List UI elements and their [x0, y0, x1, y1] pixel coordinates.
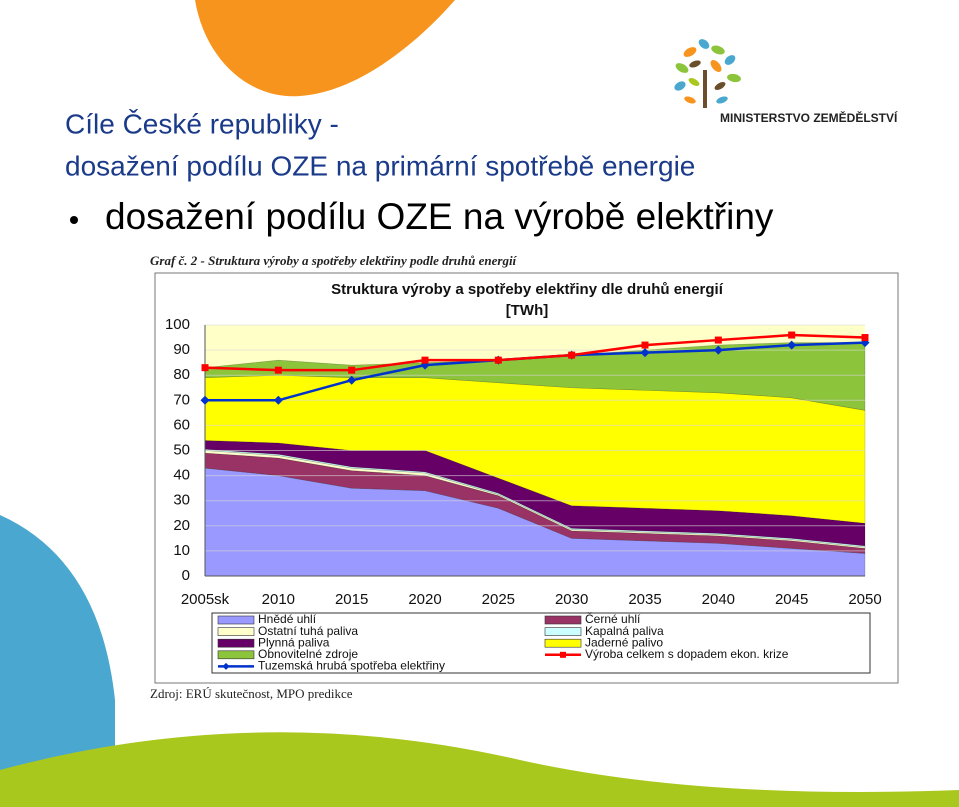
y-tick-label: 40 — [173, 467, 190, 484]
x-tick-label: 2035 — [628, 591, 661, 608]
point — [274, 366, 282, 374]
point — [641, 341, 649, 349]
legend-swatch — [217, 627, 255, 636]
point — [713, 345, 723, 355]
point — [200, 395, 210, 405]
bullet-text: dosažení podílu OZE na výrobě elektřiny — [105, 196, 774, 237]
x-tick-label: 2015 — [335, 591, 368, 608]
legend-label: Tuzemská hrubá spotřeba elektřiny — [258, 659, 445, 673]
x-tick-label: 2010 — [262, 591, 295, 608]
logo-text: MINISTERSTVO ZEMĚDĚLSTVÍ — [720, 110, 898, 125]
legend-marker — [222, 662, 230, 670]
legend-label: Výroba celkem s dopadem ekon. krize — [585, 647, 789, 661]
point — [494, 356, 502, 364]
x-tick-label: 2045 — [775, 591, 808, 608]
bullet-dot — [70, 216, 78, 224]
area — [204, 452, 866, 554]
legend-swatch — [544, 638, 582, 648]
legend-label: Plynná paliva — [258, 635, 330, 649]
chart-caption: Graf č. 2 - Struktura výroby a spotřeby … — [150, 253, 518, 268]
x-tick-label: 2050 — [848, 591, 881, 608]
legend-marker — [560, 651, 566, 658]
chart-title: Struktura výroby a spotřeby elektřiny dl… — [331, 281, 724, 298]
y-tick-label: 20 — [173, 517, 190, 534]
legend-label: Kapalná paliva — [585, 624, 664, 638]
decor-blue — [0, 515, 115, 807]
source-note: Zdroj: ERÚ skutečnost, MPO predikce — [150, 686, 353, 701]
point — [348, 366, 356, 374]
legend — [211, 612, 871, 674]
y-tick-label: 90 — [173, 341, 190, 358]
x-tick-label: 2025 — [482, 591, 515, 608]
legend-swatch — [217, 638, 255, 648]
point — [347, 375, 357, 385]
legend-label: Jaderné palivo — [585, 635, 663, 649]
point — [421, 356, 429, 364]
y-tick-label: 50 — [173, 441, 190, 458]
area — [204, 342, 866, 411]
area — [204, 448, 866, 548]
legend-label: Obnovitelné zdroje — [258, 647, 358, 661]
legend-label: Ostatní tuhá paliva — [258, 624, 358, 638]
slide-title: Cíle České republiky - — [65, 108, 339, 139]
decor-orange — [195, 0, 455, 97]
line — [204, 333, 866, 372]
y-tick-label: 0 — [182, 567, 190, 584]
point — [640, 348, 650, 358]
point — [201, 364, 209, 372]
legend-label: Černé uhlí — [585, 611, 641, 626]
x-tick-label: 2020 — [408, 591, 441, 608]
decor-green — [0, 732, 959, 807]
slide-title: dosažení podílu OZE na primární spotřebě… — [65, 150, 695, 181]
x-tick-label: 2005sk — [181, 591, 230, 608]
legend-swatch — [544, 627, 582, 636]
y-tick-label: 30 — [173, 492, 190, 509]
logo-tree — [674, 39, 741, 108]
point — [273, 395, 283, 405]
x-tick-label: 2030 — [555, 591, 588, 608]
y-tick-label: 100 — [165, 316, 190, 333]
area — [204, 450, 866, 549]
legend-swatch — [544, 615, 582, 625]
legend-swatch — [217, 650, 255, 660]
y-tick-label: 80 — [173, 366, 190, 383]
y-tick-label: 70 — [173, 391, 190, 408]
point — [714, 336, 722, 344]
legend-swatch — [217, 615, 255, 625]
point — [787, 340, 797, 350]
point — [861, 334, 869, 342]
y-tick-label: 60 — [173, 416, 190, 433]
y-tick-label: 10 — [173, 542, 190, 559]
point — [568, 351, 576, 359]
legend-label: Hnědé uhlí — [258, 612, 317, 626]
point — [788, 331, 796, 339]
x-tick-label: 2040 — [702, 591, 735, 608]
chart-subtitle: [TWh] — [506, 302, 548, 319]
area — [204, 440, 866, 547]
